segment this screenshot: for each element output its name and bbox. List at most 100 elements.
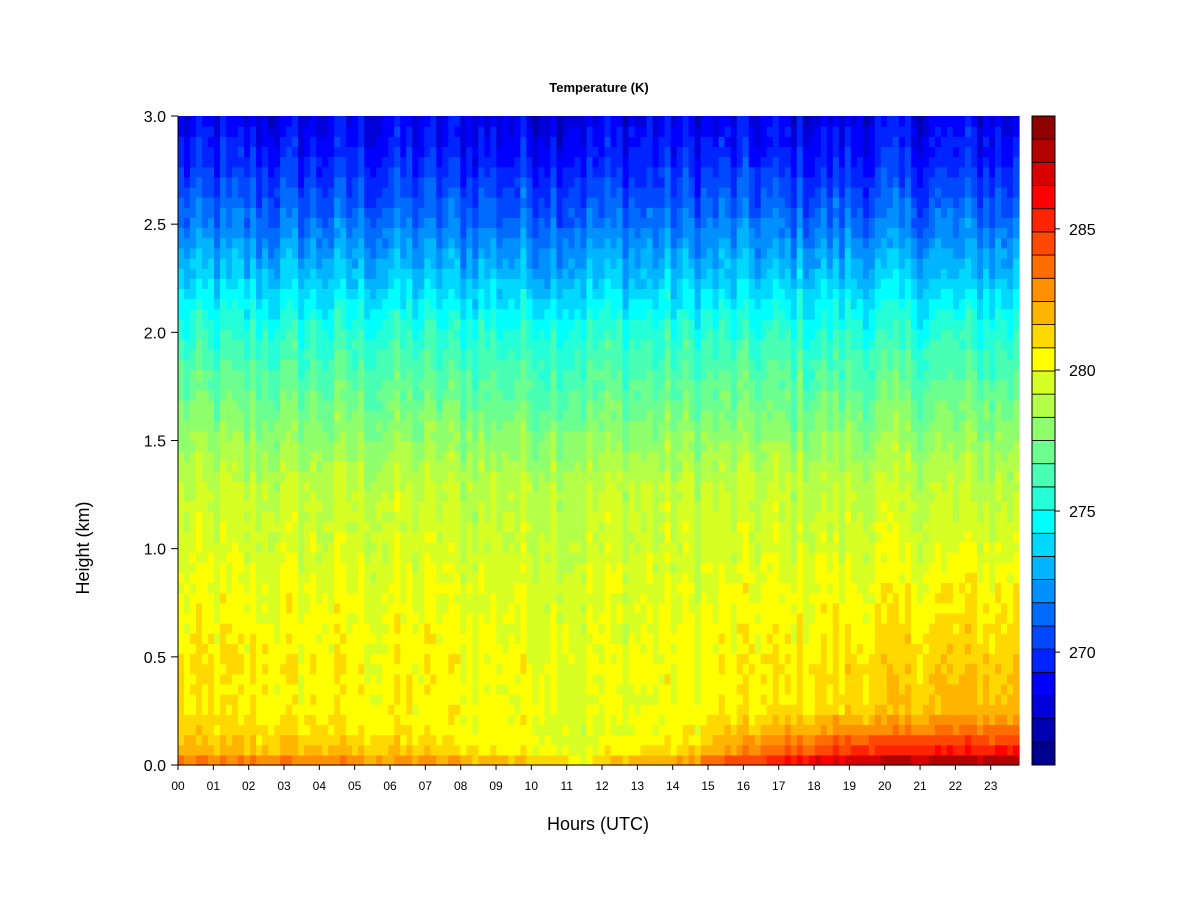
- heatmap-cell: [274, 359, 281, 371]
- heatmap-cell: [184, 156, 191, 168]
- heatmap-cell: [550, 308, 558, 320]
- heatmap-cell: [304, 612, 311, 624]
- heatmap-cell: [430, 410, 437, 421]
- heatmap-cell: [346, 511, 353, 523]
- heatmap-cell: [226, 704, 233, 715]
- heatmap-cell: [268, 318, 275, 330]
- heatmap-cell: [208, 673, 215, 685]
- heatmap-cell: [640, 531, 648, 543]
- heatmap-cell: [370, 643, 377, 655]
- heatmap-cell: [496, 186, 503, 198]
- heatmap-cell: [442, 369, 449, 381]
- heatmap-cell: [568, 146, 576, 158]
- heatmap-cell: [346, 491, 353, 502]
- heatmap-cell: [622, 359, 630, 371]
- heatmap-cell: [532, 359, 540, 371]
- heatmap-cell: [598, 592, 606, 604]
- heatmap-cell: [364, 247, 371, 259]
- heatmap-cell: [514, 369, 522, 381]
- heatmap-cell: [502, 460, 509, 472]
- heatmap-cell: [196, 339, 203, 350]
- heatmap-cell: [616, 430, 624, 442]
- heatmap-cell: [214, 349, 221, 360]
- heatmap-cell: [442, 541, 449, 553]
- heatmap-cell: [628, 176, 636, 188]
- heatmap-cell: [328, 176, 335, 188]
- heatmap-cell: [214, 379, 221, 391]
- heatmap-cell: [436, 136, 443, 148]
- heatmap-cell: [376, 227, 383, 239]
- heatmap-cell: [298, 541, 305, 553]
- heatmap-cell: [268, 410, 275, 421]
- heatmap-cell: [208, 247, 215, 259]
- heatmap-cell: [550, 359, 558, 371]
- heatmap-cell: [502, 714, 509, 726]
- heatmap-cell: [346, 186, 353, 198]
- heatmap-cell: [334, 176, 341, 188]
- heatmap-cell: [388, 237, 395, 249]
- heatmap-cell: [316, 420, 323, 431]
- heatmap-cell: [640, 237, 648, 249]
- heatmap-cell: [280, 399, 287, 411]
- heatmap-cell: [364, 257, 371, 269]
- heatmap-cell: [214, 481, 221, 492]
- heatmap-cell: [418, 389, 425, 401]
- heatmap-cell: [238, 633, 245, 644]
- heatmap-cell: [502, 562, 509, 573]
- heatmap-cell: [340, 501, 347, 513]
- heatmap-cell: [334, 116, 341, 127]
- heatmap-cell: [526, 186, 534, 198]
- heatmap-cell: [220, 298, 227, 310]
- heatmap-cell: [364, 450, 371, 462]
- heatmap-cell: [586, 541, 594, 553]
- heatmap-cell: [184, 247, 191, 259]
- heatmap-cell: [448, 186, 455, 198]
- heatmap-cell: [616, 268, 624, 279]
- heatmap-cell: [508, 572, 515, 584]
- heatmap-cell: [508, 146, 515, 158]
- heatmap-cell: [286, 379, 293, 391]
- heatmap-cell: [508, 399, 515, 411]
- heatmap-cell: [334, 379, 341, 391]
- heatmap-cell: [286, 116, 293, 127]
- heatmap-cell: [388, 511, 395, 523]
- heatmap-cell: [400, 207, 407, 219]
- heatmap-cell: [370, 389, 377, 401]
- heatmap-cell: [412, 247, 419, 259]
- heatmap-cell: [232, 663, 239, 675]
- heatmap-cell: [478, 531, 485, 543]
- heatmap-cell: [196, 430, 203, 442]
- heatmap-cell: [526, 491, 534, 502]
- heatmap-cell: [310, 217, 317, 229]
- heatmap-cell: [490, 268, 497, 279]
- heatmap-cell: [460, 552, 467, 563]
- heatmap-cell: [244, 734, 251, 746]
- heatmap-cell: [490, 511, 497, 523]
- heatmap-cell: [622, 197, 630, 208]
- heatmap-cell: [274, 744, 281, 756]
- heatmap-cell: [532, 186, 540, 198]
- heatmap-cell: [190, 268, 197, 279]
- heatmap-cell: [562, 714, 570, 726]
- heatmap-cell: [556, 399, 564, 411]
- heatmap-cell: [334, 481, 341, 492]
- heatmap-cell: [616, 724, 624, 736]
- heatmap-cell: [418, 562, 425, 573]
- heatmap-cell: [544, 734, 552, 746]
- heatmap-cell: [598, 450, 606, 462]
- heatmap-cell: [478, 328, 485, 340]
- heatmap-cell: [586, 633, 594, 644]
- heatmap-cell: [376, 288, 383, 300]
- heatmap-cell: [358, 156, 365, 168]
- heatmap-cell: [556, 126, 564, 137]
- heatmap-cell: [604, 146, 612, 158]
- heatmap-cell: [592, 399, 600, 411]
- heatmap-cell: [244, 450, 251, 462]
- heatmap-cell: [418, 217, 425, 229]
- heatmap-cell: [478, 399, 485, 411]
- heatmap-cell: [190, 166, 197, 178]
- heatmap-cell: [214, 278, 221, 289]
- heatmap-cell: [460, 146, 467, 158]
- heatmap-cell: [226, 582, 233, 594]
- heatmap-cell: [400, 116, 407, 127]
